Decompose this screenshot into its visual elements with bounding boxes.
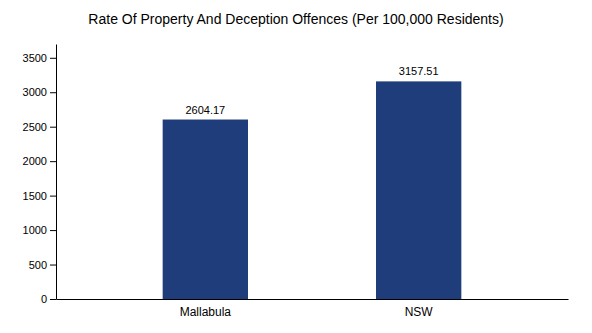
y-tick: 2000 bbox=[23, 155, 56, 167]
y-tick-mark bbox=[50, 127, 56, 128]
y-tick-label: 2500 bbox=[23, 121, 47, 133]
y-tick-label: 500 bbox=[29, 259, 47, 271]
bar bbox=[376, 81, 461, 299]
y-tick-mark bbox=[50, 299, 56, 300]
data-label: 2604.17 bbox=[185, 104, 225, 116]
chart: 0 500 1000 1500 2000 2500 3000 3500 Mallabula NSW… bbox=[0, 0, 592, 333]
y-tick-mark bbox=[50, 230, 56, 231]
x-tick: Mallabula bbox=[180, 299, 232, 319]
y-tick-label: 1000 bbox=[23, 224, 47, 236]
y-tick: 3000 bbox=[23, 86, 56, 98]
data-label: 3157.51 bbox=[399, 65, 439, 77]
plot: 0 500 1000 1500 2000 2500 3000 3500 Mallabula NSW… bbox=[23, 45, 569, 319]
y-tick: 1500 bbox=[23, 190, 56, 202]
data-labels: 2604.17 3157.51 bbox=[185, 65, 438, 115]
x-tick-label: NSW bbox=[405, 305, 434, 319]
y-tick: 1000 bbox=[23, 224, 56, 236]
y-tick-label: 1500 bbox=[23, 190, 47, 202]
y-tick-mark bbox=[50, 92, 56, 93]
x-axis-line bbox=[57, 299, 569, 300]
y-tick-label: 2000 bbox=[23, 155, 47, 167]
y-tick: 3500 bbox=[23, 52, 56, 64]
x-axis: Mallabula NSW bbox=[57, 299, 569, 319]
y-tick-mark bbox=[50, 265, 56, 266]
y-tick-label: 0 bbox=[41, 293, 47, 305]
bar bbox=[163, 120, 248, 299]
y-tick: 2500 bbox=[23, 121, 56, 133]
y-tick: 0 bbox=[41, 293, 56, 305]
x-tick-label: Mallabula bbox=[180, 305, 232, 319]
y-tick: 500 bbox=[29, 259, 56, 271]
y-tick-label: 3500 bbox=[23, 52, 47, 64]
y-tick-mark bbox=[50, 58, 56, 59]
y-axis: 0 500 1000 1500 2000 2500 3000 3500 bbox=[23, 45, 57, 306]
x-tick: NSW bbox=[405, 299, 434, 319]
y-tick-mark bbox=[50, 161, 56, 162]
y-tick-label: 3000 bbox=[23, 86, 47, 98]
y-tick-mark bbox=[50, 196, 56, 197]
title: Rate Of Property And Deception Offences … bbox=[88, 11, 503, 27]
bars bbox=[163, 81, 462, 299]
y-axis-line bbox=[56, 45, 57, 300]
